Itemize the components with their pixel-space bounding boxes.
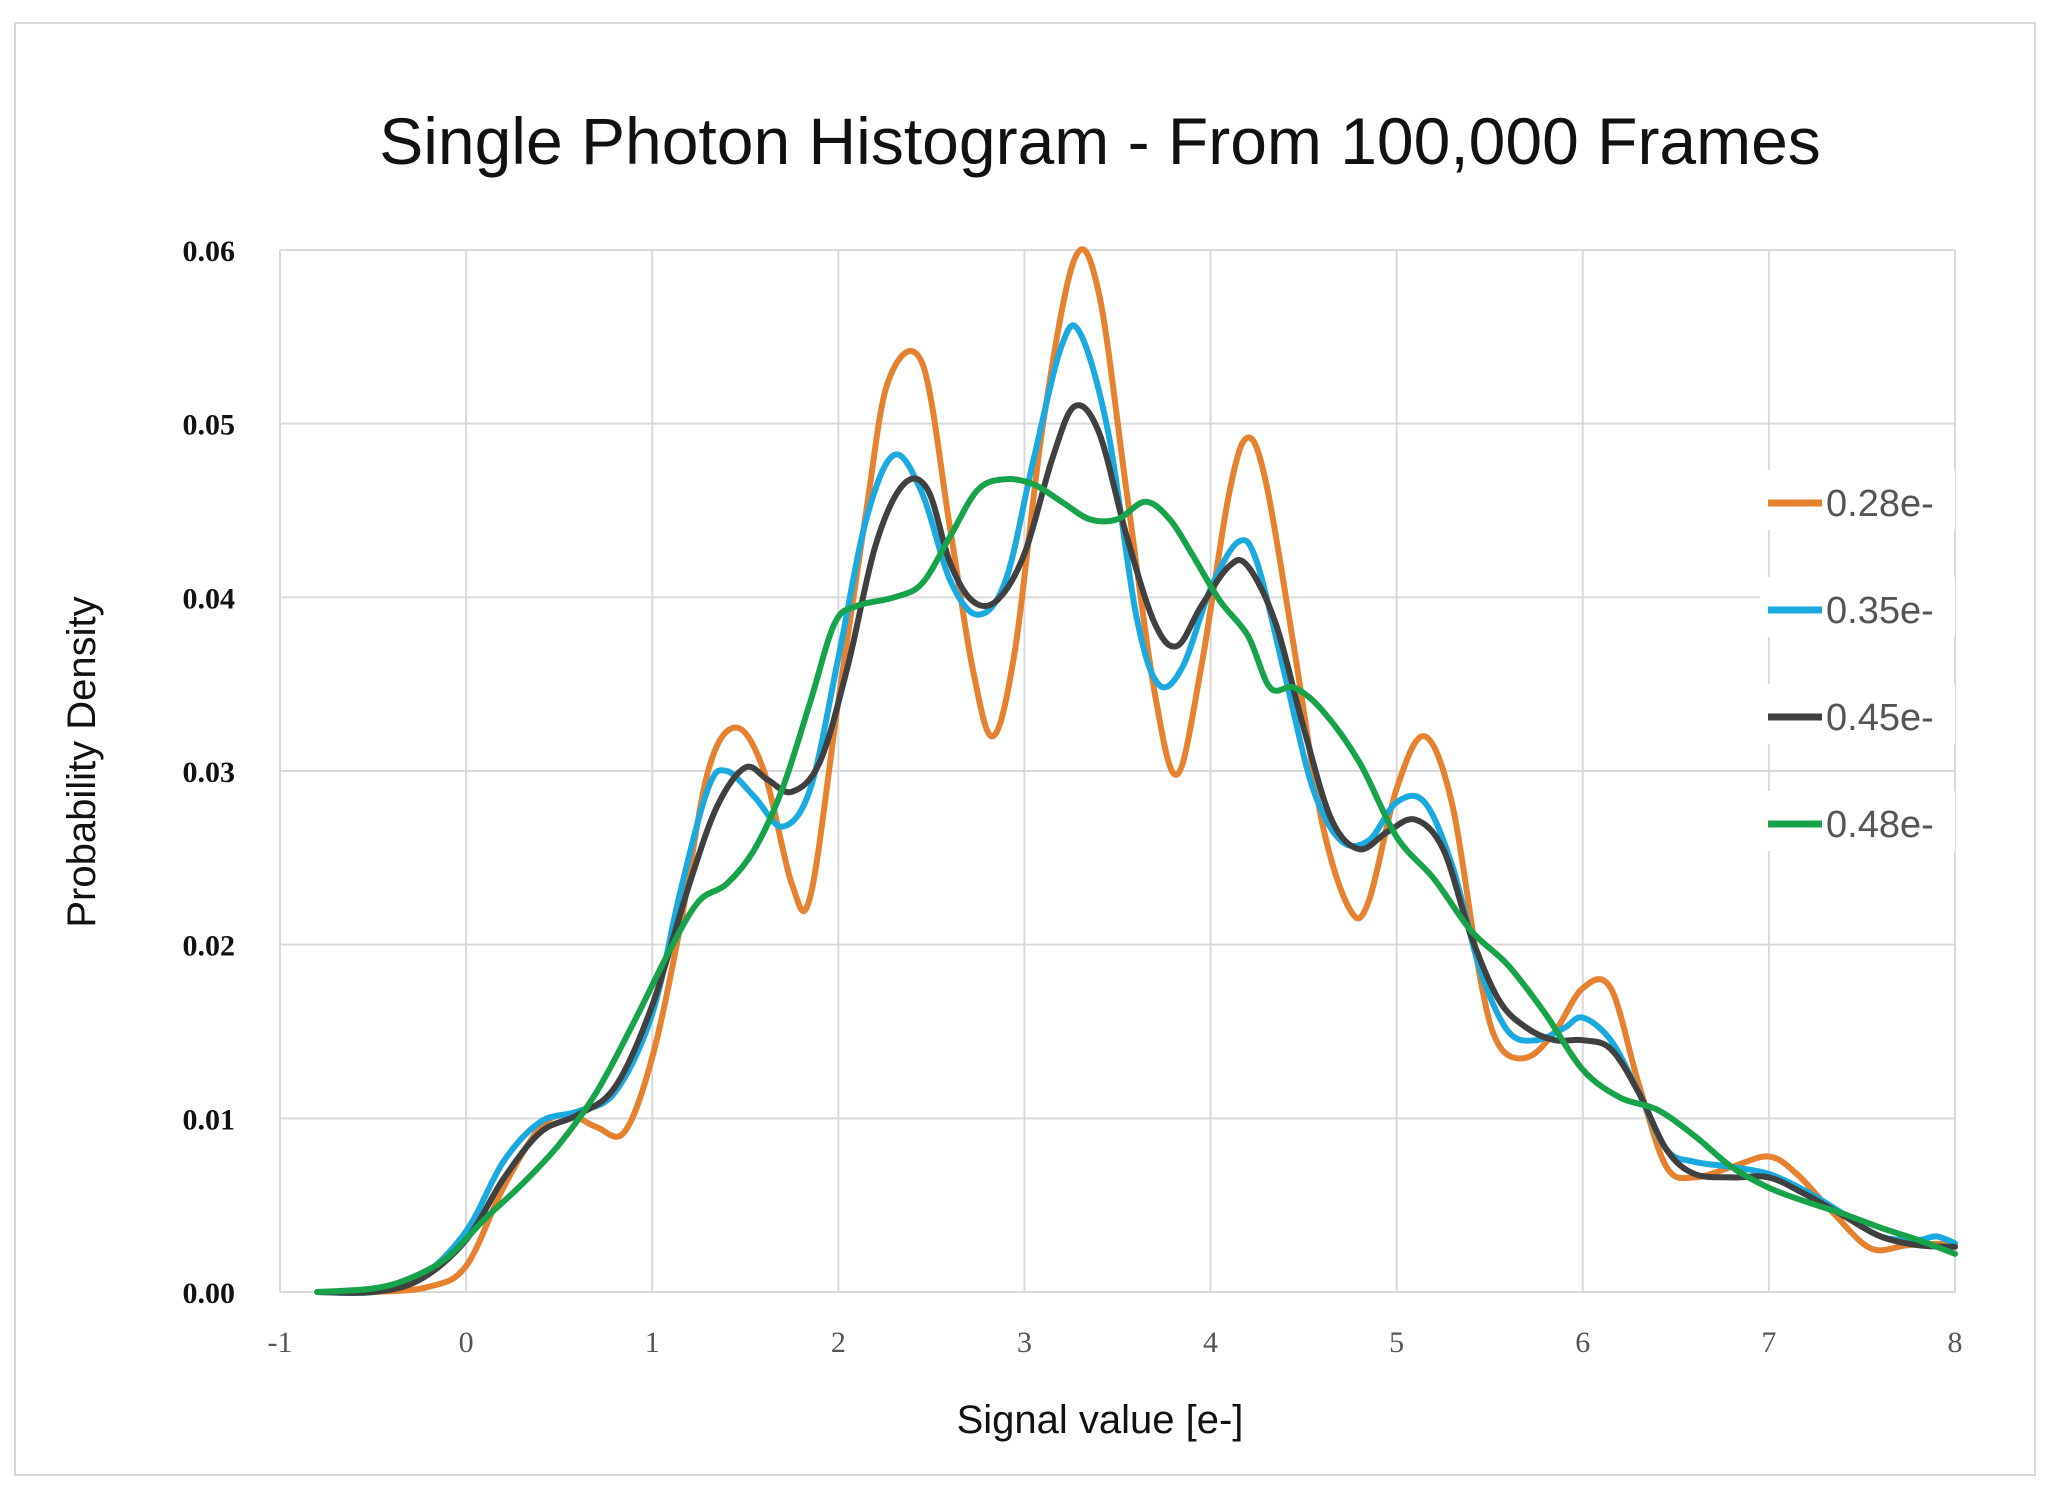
chart-title: Single Photon Histogram - From 100,000 F…: [379, 104, 1821, 178]
y-tick-label: 0.00: [183, 1277, 236, 1310]
y-tick-label: 0.01: [183, 1103, 236, 1136]
y-tick-label: 0.03: [183, 756, 236, 789]
y-tick-label: 0.05: [183, 409, 236, 442]
x-tick-label: 0: [459, 1326, 474, 1359]
legend-label: 0.28e-: [1826, 483, 1934, 525]
y-axis-ticks: 0.00 0.01 0.02 0.03 0.04 0.05 0.06: [183, 235, 236, 1310]
x-tick-label: 8: [1948, 1326, 1963, 1359]
x-tick-label: 1: [645, 1326, 660, 1359]
series-line-0.48e-: [314, 476, 1958, 1295]
grid: [279, 249, 1956, 1293]
legend-label: 0.48e-: [1826, 804, 1934, 846]
x-tick-label: 4: [1203, 1326, 1218, 1359]
legend-label: 0.35e-: [1826, 590, 1934, 632]
x-tick-label: 5: [1389, 1326, 1404, 1359]
series-line-0.45e-: [314, 402, 1958, 1296]
y-tick-label: 0.02: [183, 930, 236, 963]
x-tick-label: 2: [831, 1326, 846, 1359]
series-lines: [314, 246, 1958, 1297]
legend: 0.28e- 0.35e- 0.45e- 0.48e-: [1760, 470, 1955, 851]
y-axis-title: Probability Density: [60, 596, 104, 927]
x-axis-ticks: -1 0 1 2 3 4 5 6 7 8: [268, 1326, 1963, 1359]
legend-label: 0.45e-: [1826, 697, 1934, 739]
x-tick-label: -1: [268, 1326, 293, 1359]
x-tick-label: 3: [1017, 1326, 1032, 1359]
y-tick-label: 0.06: [183, 235, 236, 268]
x-tick-label: 7: [1761, 1326, 1776, 1359]
x-axis-title: Signal value [e-]: [957, 1398, 1244, 1442]
x-tick-label: 6: [1575, 1326, 1590, 1359]
y-tick-label: 0.04: [183, 582, 236, 615]
